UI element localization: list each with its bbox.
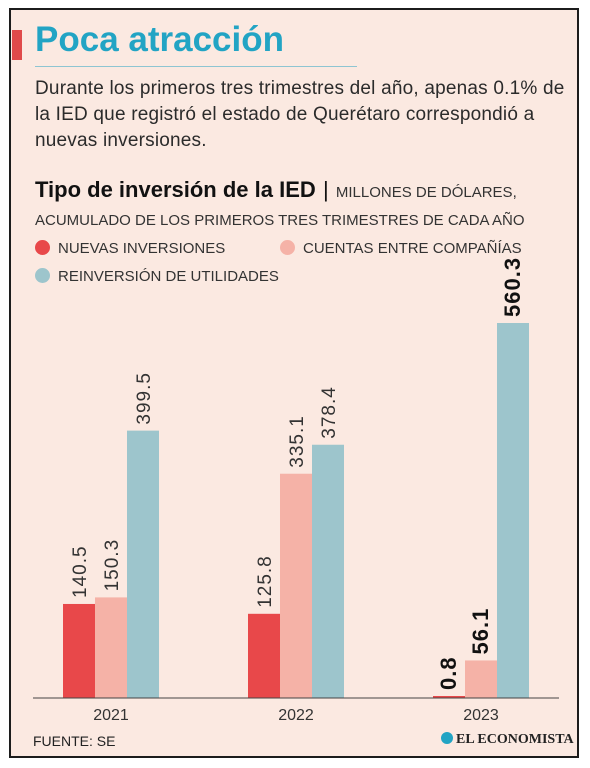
legend-label-cuentas: Cuentas entre compañías — [303, 240, 522, 257]
bar-2021-1 — [95, 597, 127, 698]
headline-divider — [35, 66, 357, 67]
bar-2022-2 — [312, 444, 344, 698]
headline: Poca atracción — [35, 20, 284, 59]
chart-title: Tipo de inversión de la IED — [35, 177, 316, 202]
infographic-card: Poca atracción Durante los primeros tres… — [9, 8, 579, 758]
bar-2021-2 — [127, 430, 159, 698]
chart-subtitle: Millones de dólares, acumulado de los pr… — [35, 184, 525, 229]
title-separator: | — [322, 177, 329, 202]
value-label-2022-1: 335.1 — [287, 415, 308, 468]
x-tick-2023: 2023 — [463, 707, 499, 724]
legend-swatch-cuentas — [280, 240, 295, 255]
bar-2023-1 — [465, 660, 497, 698]
intro-text: Durante los primeros tres trimestres del… — [35, 78, 565, 151]
brand-logo: EL ECONOMISTA — [441, 732, 574, 748]
x-tick-2021: 2021 — [93, 707, 129, 724]
legend-swatch-reinversion — [35, 268, 50, 283]
value-label-2021-2: 399.5 — [134, 372, 155, 425]
accent-bar — [12, 30, 22, 60]
bar-2022-0 — [248, 613, 280, 698]
legend-item-nuevas: Nuevas inversiones — [35, 240, 225, 257]
chart-title-block: Tipo de inversión de la IED | Millones d… — [35, 176, 570, 235]
value-label-2023-1: 56.1 — [468, 608, 493, 655]
source-note: FUENTE: SE — [33, 733, 116, 749]
bar-2023-0 — [433, 696, 465, 698]
value-label-2021-1: 150.3 — [102, 539, 123, 592]
bar-2023-2 — [497, 323, 529, 698]
legend-label-reinversion: Reinversión de utilidades — [58, 268, 279, 285]
value-label-2021-0: 140.5 — [70, 545, 91, 598]
bar-2022-1 — [280, 473, 312, 698]
bar-chart: 140.5 150.3 399.5 2021 125.8 335.1 378.4 2022 0.… — [33, 257, 559, 724]
value-label-2022-0: 125.8 — [255, 555, 276, 608]
legend-swatch-nuevas — [35, 240, 50, 255]
brand-name: EL ECONOMISTA — [456, 732, 574, 747]
legend-item-reinversion: Reinversión de utilidades — [35, 268, 279, 285]
x-tick-2022: 2022 — [278, 707, 314, 724]
value-label-2022-2: 378.4 — [319, 386, 340, 439]
value-label-2023-2: 560.3 — [500, 257, 525, 317]
bar-2021-0 — [63, 603, 95, 698]
legend-item-cuentas: Cuentas entre compañías — [280, 240, 522, 257]
legend-label-nuevas: Nuevas inversiones — [58, 240, 226, 257]
value-label-2023-0: 0.8 — [436, 656, 461, 690]
brand-icon — [441, 732, 453, 744]
